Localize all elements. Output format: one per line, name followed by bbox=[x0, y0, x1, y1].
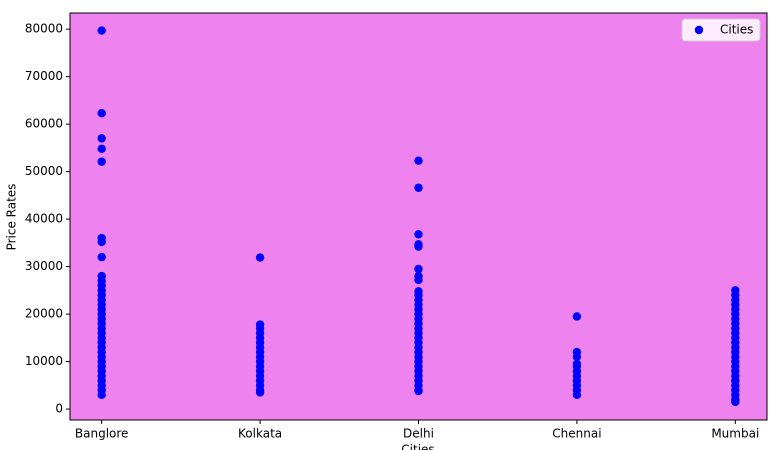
point bbox=[731, 397, 740, 407]
y-tick-label: 40000 bbox=[25, 212, 63, 226]
point bbox=[97, 390, 106, 400]
x-tick-label: Delhi bbox=[403, 427, 434, 441]
point bbox=[255, 253, 265, 262]
legend-box bbox=[681, 18, 761, 42]
y-tick-label: 80000 bbox=[25, 22, 63, 36]
x-axis-label: Cities bbox=[401, 443, 434, 450]
point bbox=[414, 156, 423, 165]
point bbox=[414, 275, 423, 285]
point bbox=[414, 230, 423, 239]
y-tick-label: 30000 bbox=[25, 259, 63, 273]
point bbox=[414, 264, 423, 274]
point bbox=[572, 312, 582, 321]
point bbox=[97, 109, 106, 118]
point bbox=[572, 352, 582, 362]
y-tick-label: 70000 bbox=[25, 69, 63, 83]
point bbox=[97, 144, 106, 154]
legend-marker bbox=[694, 25, 704, 35]
legend-label: Cities bbox=[720, 23, 753, 37]
point bbox=[414, 386, 423, 396]
point bbox=[97, 26, 106, 35]
y-axis-label: Price Rates bbox=[5, 184, 19, 251]
y-tick-label: 20000 bbox=[25, 307, 63, 321]
y-tick-label: 10000 bbox=[25, 354, 63, 368]
x-tick-label: Banglore bbox=[75, 427, 129, 441]
point bbox=[414, 242, 423, 251]
point bbox=[414, 183, 423, 192]
y-tick-label: 50000 bbox=[25, 164, 63, 178]
x-tick-label: Chennai bbox=[552, 427, 601, 441]
x-tick-label: Mumbai bbox=[711, 427, 759, 441]
point bbox=[97, 252, 106, 262]
y-tick-label: 0 bbox=[55, 402, 63, 416]
y-tick-label: 60000 bbox=[25, 117, 63, 131]
point bbox=[97, 157, 106, 166]
point bbox=[97, 134, 106, 143]
x-tick-label: Kolkata bbox=[238, 427, 282, 441]
point bbox=[255, 388, 265, 397]
point bbox=[97, 237, 106, 247]
point bbox=[572, 390, 582, 400]
